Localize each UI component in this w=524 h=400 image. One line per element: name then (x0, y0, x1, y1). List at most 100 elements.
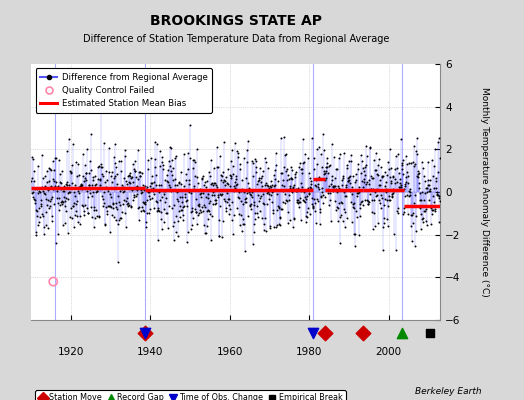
Point (419, 172, 428, 179)
Point (130, 194, 138, 200)
Point (32, 207, 40, 214)
Point (318, 164, 326, 170)
Point (280, 200, 289, 206)
Point (240, 221, 248, 227)
Point (60, 188, 68, 194)
Point (200, 178, 209, 185)
Point (384, 223, 392, 230)
Point (284, 209, 292, 215)
Point (390, 187, 398, 194)
Point (308, 194, 316, 201)
Point (248, 241, 257, 247)
Point (312, 177, 320, 183)
Point (258, 214, 266, 221)
Point (423, 188, 431, 195)
Point (254, 192, 263, 199)
Point (169, 176, 177, 183)
Point (35, 188, 43, 194)
Point (80, 208, 89, 214)
Point (266, 224, 274, 231)
Point (30, 197, 39, 204)
Point (295, 204, 303, 210)
Point (311, 182, 319, 188)
Point (326, 189, 334, 196)
Point (174, 218, 182, 224)
Point (374, 172, 382, 178)
Point (158, 194, 166, 201)
Point (237, 198, 245, 204)
Point (321, 163, 330, 170)
Point (144, 156, 152, 163)
Point (260, 221, 268, 227)
Point (422, 222, 431, 228)
Point (95, 214, 103, 221)
Point (396, 184, 405, 190)
Point (244, 138, 252, 144)
Point (57, 168, 66, 174)
Point (55, 207, 63, 213)
Point (156, 209, 165, 216)
Point (152, 141, 161, 148)
Point (431, 146, 439, 152)
Point (414, 174, 422, 180)
Point (393, 207, 401, 214)
Point (352, 170, 360, 177)
Point (141, 199, 149, 205)
Point (367, 186, 375, 192)
Point (318, 185, 326, 191)
Point (333, 166, 342, 172)
Point (361, 196, 369, 203)
Point (61, 202, 69, 209)
Point (411, 192, 419, 198)
Point (212, 182, 220, 188)
Point (353, 190, 361, 196)
Point (194, 180, 202, 187)
Point (239, 201, 247, 207)
Point (370, 223, 379, 230)
Point (269, 183, 278, 190)
Point (381, 179, 390, 185)
Point (302, 213, 311, 219)
Point (39, 188, 48, 194)
Point (81, 175, 89, 181)
Point (336, 214, 344, 220)
Point (62, 181, 70, 188)
Point (241, 196, 249, 202)
Point (429, 163, 438, 169)
Point (267, 184, 275, 190)
Point (343, 165, 352, 171)
Point (186, 186, 194, 193)
Point (246, 202, 254, 209)
Point (368, 197, 377, 204)
Point (373, 192, 381, 198)
Point (159, 188, 167, 194)
Point (432, 178, 440, 184)
Point (238, 216, 247, 222)
Point (103, 203, 112, 209)
Point (411, 242, 420, 249)
Point (60, 194, 69, 200)
Point (324, 186, 333, 192)
Point (232, 176, 240, 182)
Point (406, 189, 414, 195)
Point (154, 236, 162, 243)
Point (349, 173, 357, 180)
Point (421, 208, 429, 214)
Point (281, 196, 290, 203)
Point (389, 173, 398, 179)
Point (369, 186, 377, 192)
Point (72, 201, 81, 207)
Point (38, 174, 47, 181)
Point (39, 230, 48, 237)
Point (94, 164, 103, 170)
Point (285, 197, 293, 204)
Point (205, 200, 213, 206)
Point (346, 180, 354, 186)
Point (340, 206, 348, 212)
Point (328, 140, 336, 147)
Point (372, 150, 380, 156)
Point (209, 181, 217, 188)
Point (191, 173, 200, 179)
Point (110, 214, 118, 220)
Point (366, 145, 375, 152)
